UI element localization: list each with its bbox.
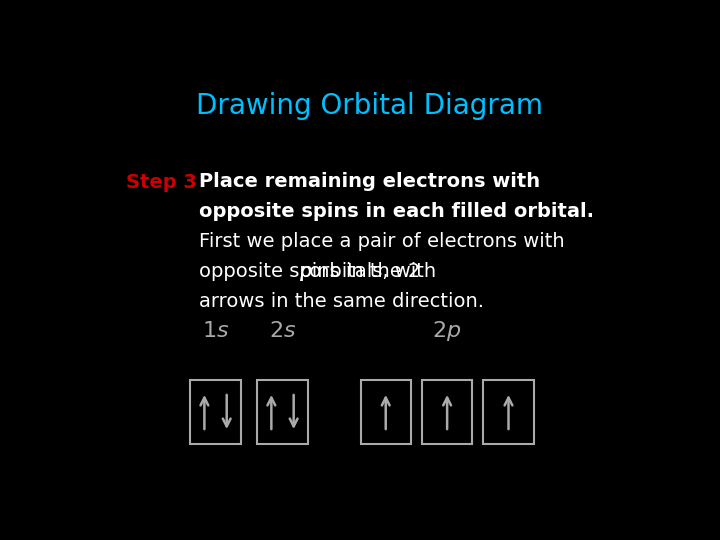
Bar xyxy=(422,380,472,444)
Bar xyxy=(190,380,240,444)
Text: $1s$: $1s$ xyxy=(202,321,229,341)
Text: Drawing Orbital Diagram: Drawing Orbital Diagram xyxy=(196,92,542,120)
Text: arrows in the same direction.: arrows in the same direction. xyxy=(199,292,484,311)
Text: Step 3: Step 3 xyxy=(126,173,197,192)
Text: Place remaining electrons with: Place remaining electrons with xyxy=(199,172,540,191)
Bar xyxy=(483,380,534,444)
Text: $2s$: $2s$ xyxy=(269,321,296,341)
Text: p: p xyxy=(299,262,311,281)
Bar xyxy=(258,380,307,444)
Text: opposite spins in each filled orbital.: opposite spins in each filled orbital. xyxy=(199,202,594,221)
Text: First we place a pair of electrons with: First we place a pair of electrons with xyxy=(199,232,564,251)
Text: $2p$: $2p$ xyxy=(433,319,462,343)
Bar xyxy=(361,380,411,444)
Text: opposite spins in the 2: opposite spins in the 2 xyxy=(199,262,420,281)
Text: orbitals, with: orbitals, with xyxy=(303,262,436,281)
